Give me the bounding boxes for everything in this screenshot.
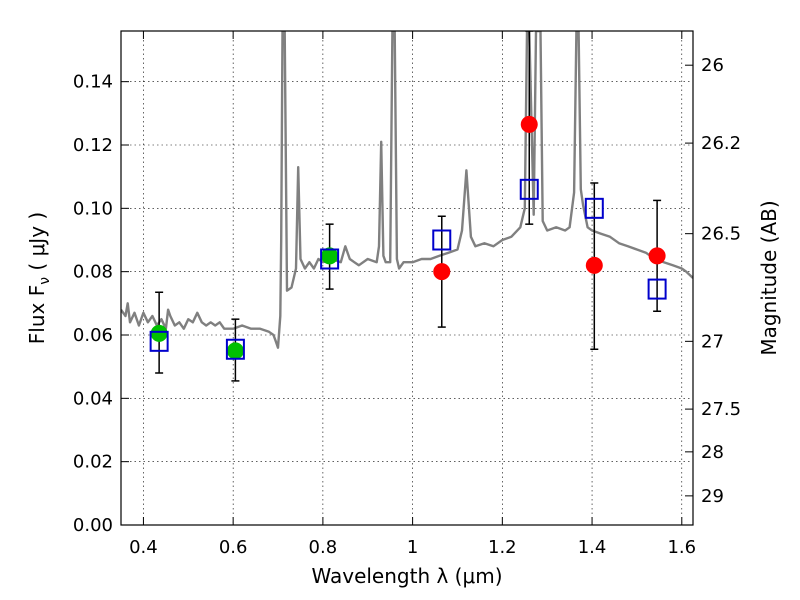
model-square-marker xyxy=(432,229,452,251)
axis-ticks: 0.4 0.6 0.8 1 1.2 1.4 1.6 0.00 0.02 0.04 0.06 0.08 0… xyxy=(73,31,741,558)
right-tick-label: 29 xyxy=(701,486,724,507)
right-tick-label: 28 xyxy=(701,442,724,463)
right-axis-label: Magnitude (AB) xyxy=(757,200,781,355)
model-square-marker xyxy=(584,197,604,219)
y-tick-label: 0.14 xyxy=(73,72,113,93)
y-tick-label: 0.02 xyxy=(73,452,113,473)
y-tick-label: 0.12 xyxy=(73,135,113,156)
photometry-point xyxy=(520,115,538,133)
x-tick-label: 0.4 xyxy=(129,537,158,558)
x-axis-label: Wavelength λ (μm) xyxy=(311,564,502,588)
spectrum-layer xyxy=(121,31,693,349)
right-tick-label: 27 xyxy=(701,331,724,352)
y-axis-label-subscript: ν xyxy=(37,277,53,285)
photometry-layer xyxy=(149,31,667,382)
right-tick-label: 26 xyxy=(701,55,724,76)
photometry-point xyxy=(585,256,603,274)
x-tick-label: 0.6 xyxy=(219,537,248,558)
y-tick-label: 0.10 xyxy=(73,198,113,219)
photometry-point xyxy=(648,247,666,265)
x-tick-label: 1 xyxy=(407,537,418,558)
x-tick-label: 1.2 xyxy=(488,537,517,558)
y-axis-label-unit: ( μJy ) xyxy=(25,212,49,277)
x-tick-label: 1.6 xyxy=(667,537,696,558)
spectrum-line xyxy=(121,31,693,349)
photometry-point xyxy=(150,324,168,342)
model-square-marker xyxy=(647,278,667,300)
photometry-point xyxy=(226,342,244,360)
y-tick-label: 0.04 xyxy=(73,388,113,409)
y-axis-label: Flux Fν ( μJy ) xyxy=(25,212,53,344)
y-axis-label-main: Flux F xyxy=(25,285,49,344)
right-tick-label: 26.2 xyxy=(701,133,741,154)
grid-lines xyxy=(121,31,693,526)
photometry-point xyxy=(433,263,451,281)
plot-frame xyxy=(120,30,694,526)
x-tick-label: 1.4 xyxy=(578,537,607,558)
model-square-marker xyxy=(320,248,340,270)
right-tick-label: 27.5 xyxy=(701,399,741,420)
y-tick-label: 0.06 xyxy=(73,325,113,346)
x-tick-label: 0.8 xyxy=(309,537,338,558)
right-tick-label: 26.5 xyxy=(701,224,741,245)
y-tick-label: 0.08 xyxy=(73,262,113,283)
model-square-marker xyxy=(225,338,245,360)
y-tick-label: 0.00 xyxy=(73,515,113,536)
model-square-marker xyxy=(519,178,539,200)
model-square-marker xyxy=(149,330,169,352)
